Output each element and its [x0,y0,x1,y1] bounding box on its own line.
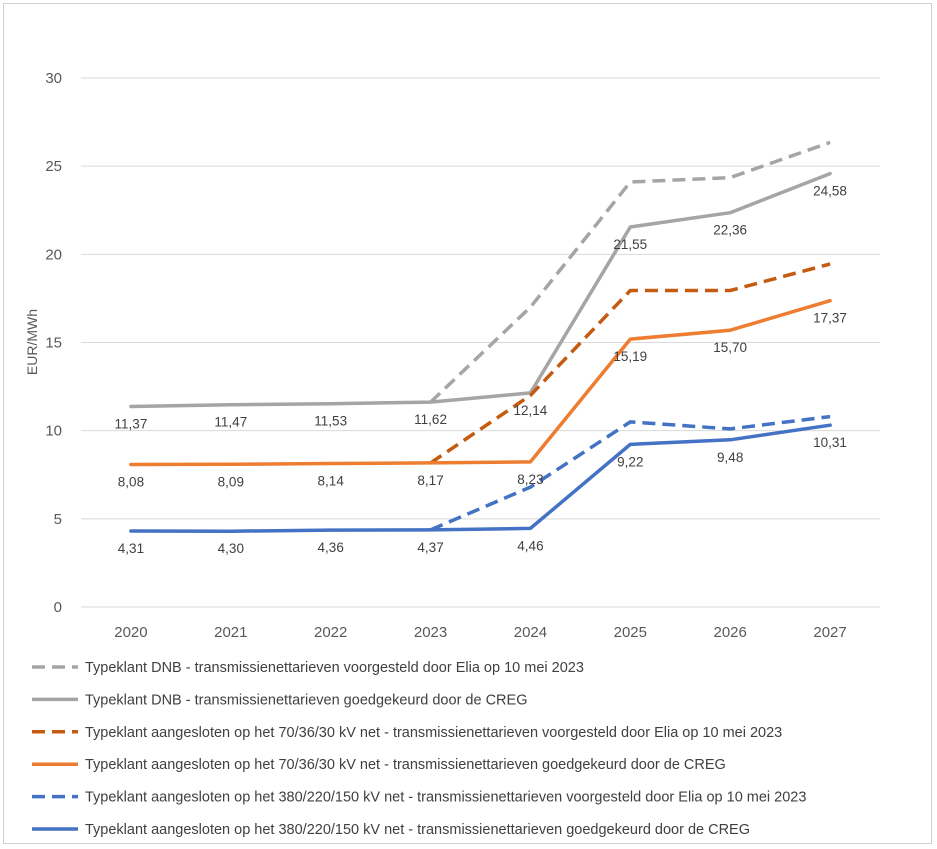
data-label: 11,62 [414,412,447,427]
y-tick-label: 5 [54,511,62,528]
data-label: 4,46 [517,538,543,553]
data-label: 17,37 [813,311,847,326]
series-line-1 [129,171,832,409]
data-label: 4,37 [417,540,443,555]
data-label: 8,17 [417,473,443,488]
data-label: 10,31 [813,435,847,450]
data-label: 8,23 [517,472,543,487]
legend-entry: Typeklant DNB - transmissienettarieven g… [85,692,527,708]
y-axis-label: EUR/MWh [24,309,40,375]
x-tick-label: 2023 [414,624,447,641]
data-label: 12,14 [514,403,548,418]
data-label: 11,53 [314,414,347,429]
y-tick-label: 10 [45,423,62,440]
data-label: 4,36 [318,540,344,555]
data-label: 8,08 [118,475,144,490]
y-tick-label: 0 [54,599,62,616]
y-tick-label: 15 [45,335,62,352]
y-tick-label: 25 [45,158,62,175]
data-label: 4,31 [118,541,144,556]
x-tick-label: 2025 [614,624,647,641]
series-line-2 [429,262,831,465]
data-label: 22,36 [713,223,747,238]
data-label: 21,55 [613,237,647,252]
legend-entry: Typeklant aangesloten op het 70/36/30 kV… [85,725,782,741]
data-label: 8,14 [318,473,345,488]
data-label: 24,58 [813,184,847,199]
data-label: 8,09 [218,474,244,489]
y-axis-ticks: 0 5 10 15 20 25 30 [45,70,62,616]
x-tick-label: 2024 [514,624,547,641]
x-tick-label: 2027 [813,624,846,641]
legend-entry: Typeklant DNB - transmissienettarieven v… [85,660,584,676]
data-label: 15,70 [713,340,747,355]
data-label: 9,48 [717,450,743,465]
legend-entry: Typeklant aangesloten op het 380/220/150… [85,790,806,806]
series-line-4 [429,414,831,532]
x-tick-label: 2022 [314,624,347,641]
legend: Typeklant DNB - transmissienettarieven v… [32,660,806,838]
data-label: 4,30 [218,541,244,556]
x-axis-ticks: 2020 2021 2022 2023 2024 2025 2026 2027 [114,624,847,641]
series-line-3 [129,298,832,467]
data-label: 11,47 [214,415,247,430]
x-tick-label: 2021 [214,624,247,641]
data-label: 15,19 [613,349,647,364]
series-line-5 [129,423,832,533]
legend-entry: Typeklant aangesloten op het 380/220/150… [85,822,750,838]
y-tick-label: 30 [45,70,62,87]
series-line-0 [429,140,831,404]
data-labels: 11,37 11,47 11,53 11,62 12,14 21,55 22,36 24,58… [115,184,847,557]
x-tick-label: 2020 [114,624,147,641]
series-lines [129,140,832,533]
x-tick-label: 2026 [714,624,747,641]
y-tick-label: 20 [45,246,62,263]
legend-entry: Typeklant aangesloten op het 70/36/30 kV… [85,757,726,773]
chart-frame [3,3,932,844]
data-label: 11,37 [115,417,148,432]
gridlines [81,77,880,608]
data-label: 9,22 [617,454,643,469]
